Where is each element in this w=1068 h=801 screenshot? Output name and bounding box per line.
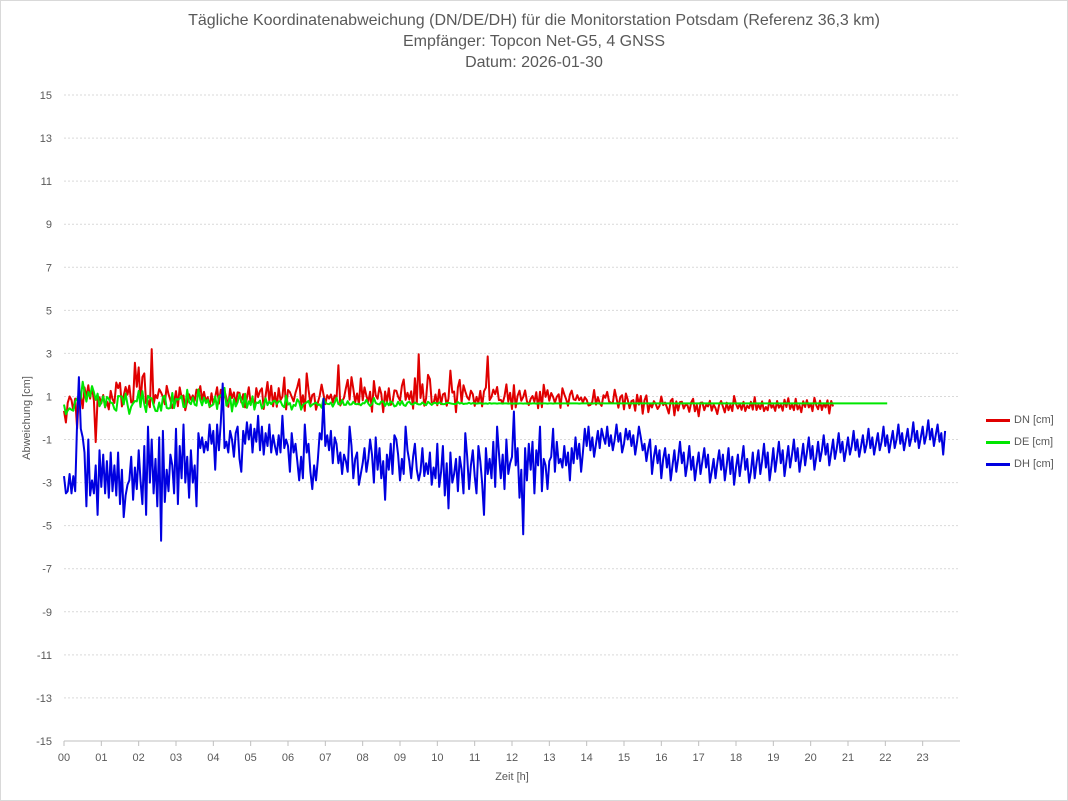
x-tick-label: 09 xyxy=(394,752,406,764)
y-tick-label: 1 xyxy=(46,391,52,403)
series-line-dn xyxy=(63,348,835,444)
x-tick-label: 08 xyxy=(357,752,369,764)
y-tick-label: 9 xyxy=(46,219,52,231)
legend-item-dh: DH [cm] xyxy=(986,453,1054,475)
y-tick-label: 11 xyxy=(41,176,52,188)
chart-date: Datum: 2026-01-30 xyxy=(465,54,603,71)
legend-swatch-dn xyxy=(986,418,1010,422)
x-tick-label: 16 xyxy=(655,752,667,764)
y-axis-label: Abweichung [cm] xyxy=(21,376,33,460)
x-tick-label: 15 xyxy=(618,752,630,764)
x-tick-label: 11 xyxy=(469,752,480,764)
x-tick-label: 22 xyxy=(879,752,891,764)
legend-swatch-dh xyxy=(986,462,1010,466)
x-tick-label: 21 xyxy=(842,752,854,764)
y-tick-label: 15 xyxy=(40,90,52,102)
y-tick-label: 5 xyxy=(46,305,52,317)
legend-label-dn: DN [cm] xyxy=(1014,414,1054,426)
x-tick-label: 23 xyxy=(917,752,929,764)
legend-label-dh: DH [cm] xyxy=(1014,458,1054,470)
series-line-dh xyxy=(63,376,947,542)
x-tick-label: 05 xyxy=(245,752,257,764)
y-tick-label: -11 xyxy=(37,650,52,662)
x-axis-label: Zeit [h] xyxy=(495,771,529,783)
x-tick-label: 20 xyxy=(805,752,817,764)
legend: DN [cm] DE [cm] DH [cm] xyxy=(986,409,1054,475)
x-tick-label: 10 xyxy=(431,752,443,764)
chart-titles: Tägliche Koordinatenabweichung (DN/DE/DH… xyxy=(0,10,1068,73)
x-tick-label: 00 xyxy=(58,752,70,764)
y-tick-label: -9 xyxy=(42,607,52,619)
y-tick-label: -5 xyxy=(42,521,52,533)
x-tick-label: 17 xyxy=(693,752,705,764)
x-tick-label: 07 xyxy=(319,752,331,764)
legend-label-de: DE [cm] xyxy=(1014,436,1054,448)
x-tick-label: 14 xyxy=(581,752,593,764)
y-tick-label: 3 xyxy=(46,348,52,360)
y-tick-label: -13 xyxy=(36,693,52,705)
x-tick-label: 19 xyxy=(767,752,779,764)
x-tick-label: 06 xyxy=(282,752,294,764)
series-lines xyxy=(63,348,947,542)
x-tick-label: 18 xyxy=(730,752,742,764)
x-tick-label: 02 xyxy=(133,752,145,764)
chart-subtitle: Empfänger: Topcon Net-G5, 4 GNSS xyxy=(402,33,666,50)
x-tick-label: 12 xyxy=(506,752,518,764)
series-line-de xyxy=(63,380,888,416)
legend-item-de: DE [cm] xyxy=(986,431,1054,453)
x-tick-label: 01 xyxy=(95,752,107,764)
gridlines xyxy=(64,94,960,742)
y-axis-ticks: 15 13 11 9 7 5 3 1 -1 -3 -5 -7 -9 -11 -13 -15 xyxy=(36,90,52,748)
x-axis-ticks: 00 01 02 03 04 05 06 07 08 09 10 11 12 13 14 15 16 17 18 19… xyxy=(58,741,929,764)
legend-swatch-de xyxy=(986,440,1010,444)
y-tick-label: 13 xyxy=(40,133,52,145)
chart-title: Tägliche Koordinatenabweichung (DN/DE/DH… xyxy=(188,12,880,29)
y-tick-label: -15 xyxy=(36,736,52,748)
y-tick-label: -3 xyxy=(42,478,52,490)
x-tick-label: 03 xyxy=(170,752,182,764)
y-tick-label: -7 xyxy=(42,564,52,576)
y-tick-label: 7 xyxy=(46,262,52,274)
x-tick-label: 04 xyxy=(207,752,219,764)
y-tick-label: -1 xyxy=(42,435,52,447)
x-tick-label: 13 xyxy=(543,752,555,764)
legend-item-dn: DN [cm] xyxy=(986,409,1054,431)
